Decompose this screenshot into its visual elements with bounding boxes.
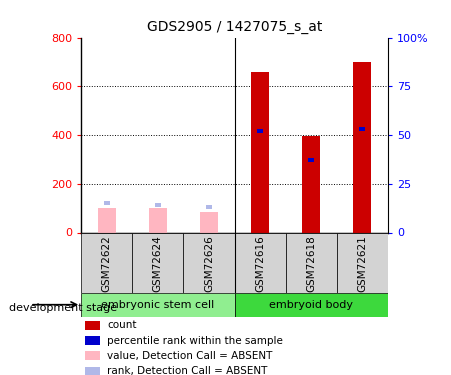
Text: percentile rank within the sample: percentile rank within the sample (107, 336, 283, 346)
Bar (235, 232, 285, 292)
Text: GSM72624: GSM72624 (153, 236, 163, 292)
Text: embryonic stem cell: embryonic stem cell (101, 300, 215, 310)
Text: GSM72618: GSM72618 (306, 236, 316, 292)
Bar (257, 129, 263, 133)
Bar (354, 62, 371, 232)
Text: value, Detection Call = ABSENT: value, Detection Call = ABSENT (107, 351, 272, 361)
Bar (308, 158, 314, 162)
Text: GSM72626: GSM72626 (204, 236, 214, 292)
Bar (85, 336, 100, 345)
Bar (251, 72, 269, 232)
Bar (81, 232, 132, 292)
Bar (149, 208, 167, 232)
Bar (85, 367, 100, 375)
Bar (81, 292, 235, 317)
Text: GSM72621: GSM72621 (357, 236, 367, 292)
Bar (206, 205, 212, 209)
Bar (184, 232, 235, 292)
Title: GDS2905 / 1427075_s_at: GDS2905 / 1427075_s_at (147, 20, 322, 34)
Text: GSM72622: GSM72622 (102, 236, 112, 292)
Bar (200, 212, 218, 232)
Text: embryoid body: embryoid body (269, 300, 353, 310)
Text: development stage: development stage (9, 303, 117, 313)
Bar (132, 232, 184, 292)
Bar (98, 208, 115, 232)
Bar (359, 127, 365, 131)
Bar (337, 232, 388, 292)
Bar (85, 321, 100, 330)
Text: count: count (107, 321, 137, 330)
Bar (104, 201, 110, 205)
Bar (155, 203, 161, 207)
Text: GSM72616: GSM72616 (255, 236, 265, 292)
Bar (302, 136, 320, 232)
Bar (85, 351, 100, 360)
Text: rank, Detection Call = ABSENT: rank, Detection Call = ABSENT (107, 366, 267, 375)
Bar (235, 292, 388, 317)
Bar (285, 232, 337, 292)
